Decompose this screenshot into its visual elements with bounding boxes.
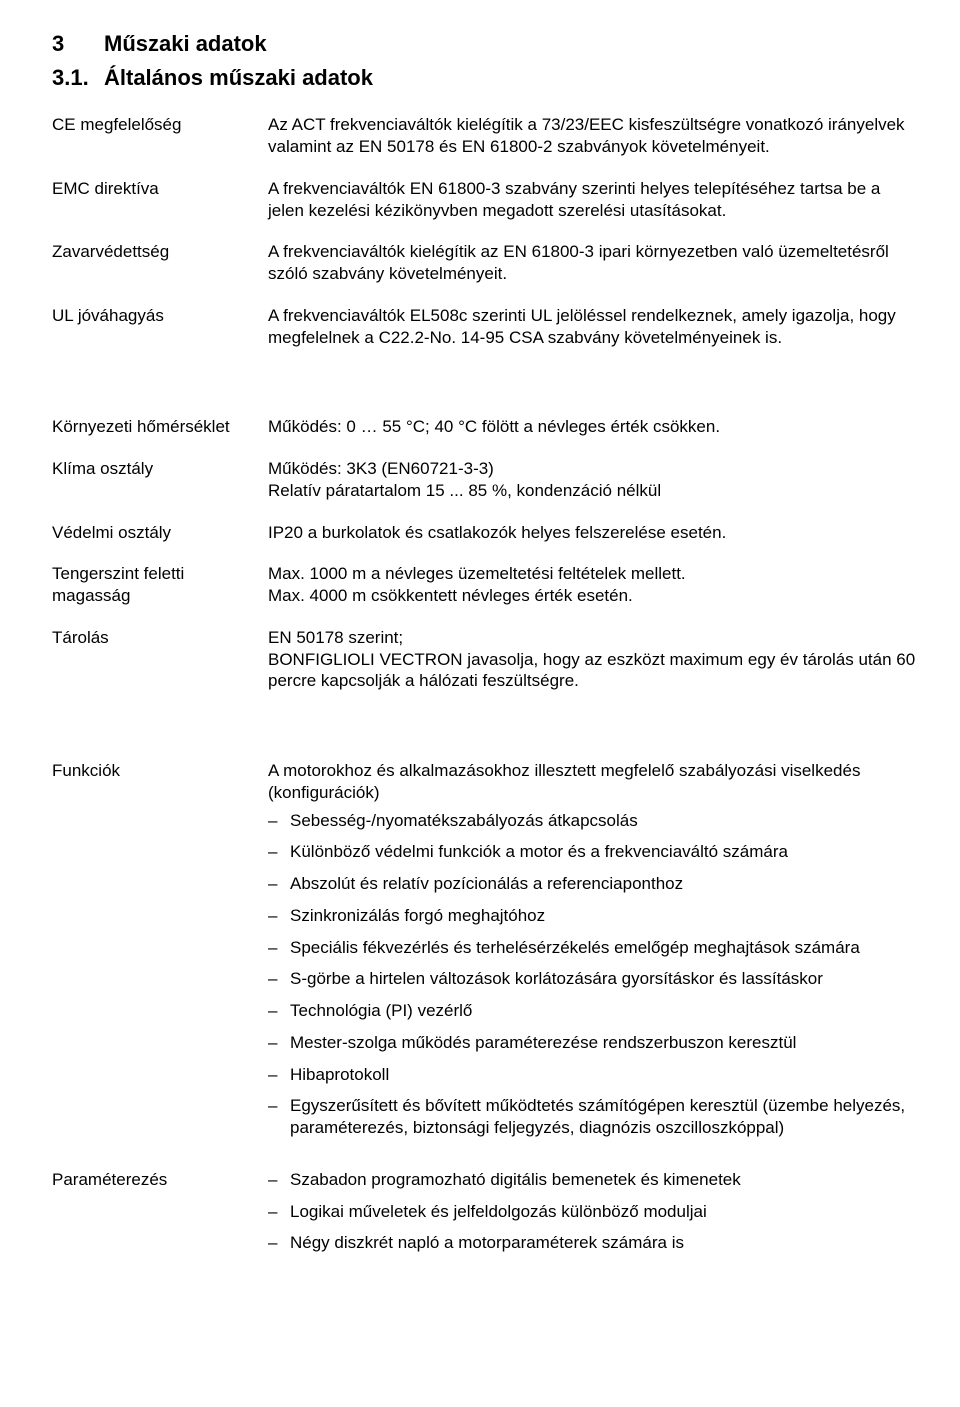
funkciok-item: Különböző védelmi funkciók a motor és a … xyxy=(290,841,916,873)
desc-ce: Az ACT frekvenciaváltók kielégítik a 73/… xyxy=(268,114,916,178)
row-emc: EMC direktíva A frekvenciaváltók EN 6180… xyxy=(52,178,916,242)
row-kornyezeti: Környezeti hőmérséklet Működés: 0 … 55 °… xyxy=(52,416,916,458)
funkciok-list: Sebesség-/nyomatékszabályozás átkapcsolá… xyxy=(268,810,916,1149)
desc-klima: Működés: 3K3 (EN60721-3-3) Relatív párat… xyxy=(268,458,916,522)
row-ce: CE megfelelőség Az ACT frekvenciaváltók … xyxy=(52,114,916,178)
term-ce: CE megfelelőség xyxy=(52,114,268,178)
section-number: 3 xyxy=(52,30,104,58)
subsection-heading: 3.1.Általános műszaki adatok xyxy=(52,64,916,92)
desc-ul: A frekvenciaváltók EL508c szerinti UL je… xyxy=(268,305,916,369)
row-ul: UL jóváhagyás A frekvenciaváltók EL508c … xyxy=(52,305,916,369)
term-funkciok: Funkciók xyxy=(52,760,268,1169)
term-ul: UL jóváhagyás xyxy=(52,305,268,369)
desc-kornyezeti: Működés: 0 … 55 °C; 40 °C fölött a névle… xyxy=(268,416,916,458)
desc-funkciok: A motorokhoz és alkalmazásokhoz illeszte… xyxy=(268,760,916,1169)
desc-tarolas: EN 50178 szerint; BONFIGLIOLI VECTRON ja… xyxy=(268,627,916,712)
funkciok-item: Hibaprotokoll xyxy=(290,1064,916,1096)
section-title: Műszaki adatok xyxy=(104,31,267,56)
row-zavar: Zavarvédettség A frekvenciaváltók kielég… xyxy=(52,241,916,305)
term-zavar: Zavarvédettség xyxy=(52,241,268,305)
param-list: Szabadon programozható digitális bemenet… xyxy=(268,1169,916,1264)
row-tengerszint: Tengerszint feletti magasság Max. 1000 m… xyxy=(52,563,916,627)
klima-line1: Működés: 3K3 (EN60721-3-3) xyxy=(268,459,494,478)
term-tarolas: Tárolás xyxy=(52,627,268,712)
funkciok-item: Sebesség-/nyomatékszabályozás átkapcsolá… xyxy=(290,810,916,842)
tarolas-line1: EN 50178 szerint; xyxy=(268,628,403,647)
row-vedelmi: Védelmi osztály IP20 a burkolatok és csa… xyxy=(52,522,916,564)
row-funkciok: Funkciók A motorokhoz és alkalmazásokhoz… xyxy=(52,760,916,1169)
desc-vedelmi: IP20 a burkolatok és csatlakozók helyes … xyxy=(268,522,916,564)
row-klima: Klíma osztály Működés: 3K3 (EN60721-3-3)… xyxy=(52,458,916,522)
tenger-line2: Max. 4000 m csökkentett névleges érték e… xyxy=(268,586,633,605)
funkciok-item: Speciális fékvezérlés és terhelésérzékel… xyxy=(290,937,916,969)
desc-zavar: A frekvenciaváltók kielégítik az EN 6180… xyxy=(268,241,916,305)
param-item: Logikai műveletek és jelfeldolgozás külö… xyxy=(290,1201,916,1233)
row-tarolas: Tárolás EN 50178 szerint; BONFIGLIOLI VE… xyxy=(52,627,916,712)
term-vedelmi: Védelmi osztály xyxy=(52,522,268,564)
tenger-line1: Max. 1000 m a névleges üzemeltetési felt… xyxy=(268,564,686,583)
param-item: Négy diszkrét napló a motorparaméterek s… xyxy=(290,1232,916,1264)
term-parameterezes: Paraméterezés xyxy=(52,1169,268,1284)
param-item: Szabadon programozható digitális bemenet… xyxy=(290,1169,916,1201)
row-parameterezes: Paraméterezés Szabadon programozható dig… xyxy=(52,1169,916,1284)
funkciok-item: Mester-szolga működés paraméterezése ren… xyxy=(290,1032,916,1064)
funkciok-item: Abszolút és relatív pozícionálás a refer… xyxy=(290,873,916,905)
desc-tengerszint: Max. 1000 m a névleges üzemeltetési felt… xyxy=(268,563,916,627)
term-klima: Klíma osztály xyxy=(52,458,268,522)
klima-line2: Relatív páratartalom 15 ... 85 %, konden… xyxy=(268,481,661,500)
desc-emc: A frekvenciaváltók EN 61800-3 szabvány s… xyxy=(268,178,916,242)
term-emc: EMC direktíva xyxy=(52,178,268,242)
section-heading: 3Műszaki adatok xyxy=(52,30,916,58)
term-kornyezeti: Környezeti hőmérséklet xyxy=(52,416,268,458)
desc-parameterezes: Szabadon programozható digitális bemenet… xyxy=(268,1169,916,1284)
subsection-title: Általános műszaki adatok xyxy=(104,65,373,90)
subsection-number: 3.1. xyxy=(52,64,104,92)
funkciok-item: Szinkronizálás forgó meghajtóhoz xyxy=(290,905,916,937)
funkciok-item: Egyszerűsített és bővített működtetés sz… xyxy=(290,1095,916,1149)
funkciok-intro: A motorokhoz és alkalmazásokhoz illeszte… xyxy=(268,761,860,802)
term-tengerszint: Tengerszint feletti magasság xyxy=(52,563,268,627)
funkciok-item: S-görbe a hirtelen változások korlátozás… xyxy=(290,968,916,1000)
tarolas-line2: BONFIGLIOLI VECTRON javasolja, hogy az e… xyxy=(268,650,915,691)
definitions-table: CE megfelelőség Az ACT frekvenciaváltók … xyxy=(52,114,916,1284)
funkciok-item: Technológia (PI) vezérlő xyxy=(290,1000,916,1032)
